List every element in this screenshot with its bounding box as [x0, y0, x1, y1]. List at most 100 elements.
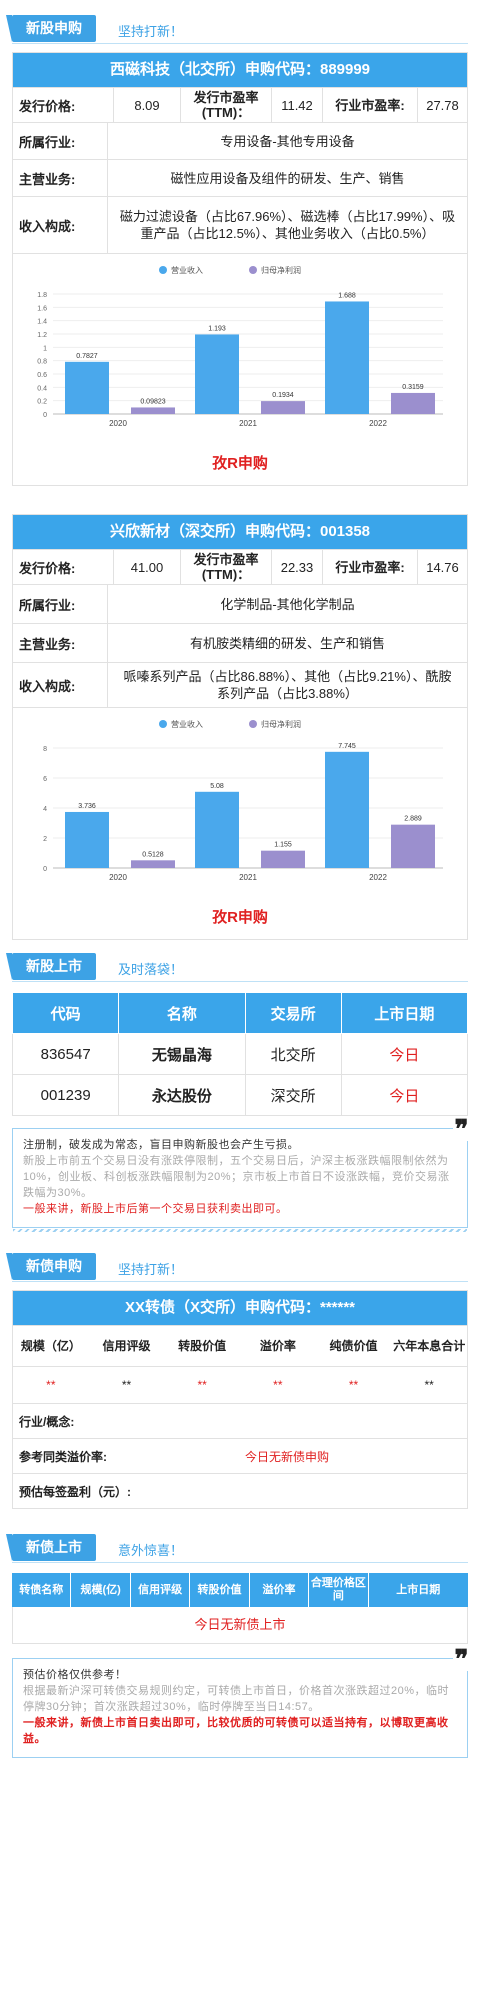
- stock-1-bar-chart: 营业收入 归母净利润 0 0.2 0.4 0.6 0.8 1 1.2 1.4 1.6 1.8 0.782…: [37, 265, 443, 428]
- legend-label: 归母净利润: [261, 265, 301, 275]
- bar-revenue: [65, 811, 109, 868]
- pe-ttm-label: 发行市盈率(TTM)：: [180, 88, 271, 122]
- section-divider: [12, 1562, 468, 1563]
- issue-price-label: 发行价格:: [19, 560, 76, 576]
- newbond-empty-message: 今日无新债上市: [12, 1607, 468, 1644]
- note-line-2: 根据最新沪深可转债交易规则约定，可转债上市首日，价格首次涨跌超过20%，临时停牌…: [23, 1685, 450, 1713]
- bar-net-profit: [131, 407, 175, 414]
- note-stripe: [13, 1229, 467, 1232]
- data-label: 0.3159: [402, 384, 424, 391]
- nb-col-conv-value: 转股价值: [190, 1573, 250, 1607]
- nb-col-scale: 规模(亿): [71, 1573, 131, 1607]
- table-row[interactable]: 001239 永达股份 深交所 今日: [11, 1074, 469, 1116]
- data-label: 1.688: [338, 292, 356, 299]
- revenue-label: 收入构成:: [19, 678, 76, 694]
- y-tick-label: 1.8: [37, 292, 47, 299]
- col-date: 上市日期: [340, 992, 469, 1034]
- stock-2-chart: 营业收入 归母净利润 0 2 4 6 8 3.736 0.5128 2020 5.08 1.155 20…: [13, 707, 467, 898]
- industry-pe-label: 行业市盈率:: [322, 88, 417, 122]
- stock-2-industry-row: 所属行业: 化学制品-其他化学制品: [13, 584, 467, 623]
- revenue-value: 哌嗪系列产品（占比86.88%）、其他（占比9.21%）、酰胺系列产品（占比3.…: [107, 663, 467, 707]
- cell-code: 836547: [11, 1033, 120, 1075]
- cell-exchange: 深交所: [244, 1074, 342, 1116]
- industry-pe-value: 27.78: [417, 88, 467, 122]
- section-divider: [12, 981, 468, 982]
- stock-1-title: 西磁科技（北交所）申购代码：889999: [13, 53, 467, 87]
- note-line-3: 一般来讲，新股上市后第一个交易日获利卖出即可。: [23, 1203, 288, 1215]
- stock-card-1: 西磁科技（北交所）申购代码：889999 发行价格: 8.09 发行市盈率(TT…: [12, 52, 468, 486]
- cell-code: 001239: [11, 1074, 120, 1116]
- revenue-value: 磁力过滤设备（占比67.96%）、磁选棒（占比17.99%）、吸重产品（占比12…: [107, 197, 467, 253]
- nb-col-name: 转债名称: [12, 1573, 72, 1607]
- data-label: 1.155: [274, 842, 292, 849]
- bond-col-scale: 规模（亿）: [20, 1339, 81, 1353]
- listing-section-slogan: 及时落袋！: [118, 962, 184, 977]
- y-tick-label: 0.8: [37, 359, 47, 366]
- bond-premium-value: 今日无新债申购: [244, 1449, 329, 1464]
- industry-pe-value: 14.76: [417, 550, 467, 584]
- col-name: 名称: [118, 992, 246, 1034]
- listing-table-header: 代码 名称 交易所 上市日期: [11, 992, 469, 1034]
- industry-value: 化学制品-其他化学制品: [107, 585, 467, 623]
- industry-pe-label: 行业市盈率:: [322, 550, 417, 584]
- business-label: 主营业务:: [19, 171, 76, 187]
- bond-col-rating: 信用评级: [102, 1339, 151, 1353]
- stock-1-subscribe-button[interactable]: 孜R申购: [212, 455, 268, 472]
- legend-label: 归母净利润: [261, 719, 301, 729]
- note-line-1: 预估价格仅供参考！: [23, 1669, 127, 1681]
- ipo-section-tag: 新股申购: [6, 15, 96, 42]
- data-label: 0.7827: [76, 353, 98, 360]
- legend-marker: [159, 720, 167, 728]
- page: 新股申购 坚持打新！ 西磁科技（北交所）申购代码：889999 发行价格: 8.…: [0, 12, 480, 1758]
- legend-label: 营业收入: [171, 719, 203, 729]
- note-line-2: 新股上市前五个交易日没有涨跌停限制，五个交易日后，沪深主板涨跌幅限制依然为10%…: [23, 1155, 450, 1199]
- issue-price-label: 发行价格:: [19, 98, 76, 114]
- bond-price-note: ❞ 预估价格仅供参考！ 根据最新沪深可转债交易规则约定，可转债上市首日，价格首次…: [12, 1647, 471, 1758]
- business-value: 有机胺类精细的研发、生产和销售: [107, 624, 467, 662]
- stock-2-subscribe-button[interactable]: 孜R申购: [212, 909, 268, 926]
- bond-industry-label: 行业/概念:: [19, 1414, 75, 1429]
- cell-date: 今日: [340, 1033, 469, 1075]
- x-tick-label: 2022: [369, 419, 387, 428]
- bond-industry-row: 行业/概念:: [13, 1403, 467, 1438]
- pe-ttm-value: 11.42: [271, 88, 322, 122]
- business-label: 主营业务:: [19, 636, 76, 652]
- stock-card-2: 兴欣新材（深交所）申购代码：001358 发行价格: 41.00 发行市盈率(T…: [12, 514, 468, 940]
- bond-section-tag: 新债申购: [6, 1253, 96, 1280]
- x-tick-label: 2020: [109, 873, 127, 882]
- bond-val-conv-value: **: [197, 1378, 207, 1392]
- data-label: 3.736: [78, 803, 96, 810]
- y-tick-label: 2: [43, 836, 47, 843]
- stock-1-price-row: 发行价格: 8.09 发行市盈率(TTM)： 11.42 行业市盈率: 27.7…: [13, 87, 467, 122]
- bond-col-six-year: 六年本息合计: [393, 1339, 466, 1353]
- table-row[interactable]: 836547 无锡晶海 北交所 今日: [11, 1033, 469, 1075]
- col-exchange: 交易所: [244, 992, 342, 1034]
- y-tick-label: 1.4: [37, 319, 47, 326]
- bond-val-six-year: **: [424, 1378, 434, 1392]
- ipo-section-header: 新股申购 坚持打新！: [0, 12, 480, 46]
- bond-profit-row: 预估每签盈利（元）:: [13, 1473, 467, 1508]
- y-tick-label: 0: [43, 866, 47, 873]
- stock-2-price-row: 发行价格: 41.00 发行市盈率(TTM)： 22.33 行业市盈率: 14.…: [13, 549, 467, 584]
- cell-name: 无锡晶海: [118, 1033, 246, 1075]
- y-tick-label: 8: [43, 746, 47, 753]
- x-tick-label: 2021: [239, 419, 257, 428]
- data-label: 0.5128: [142, 851, 164, 858]
- bond-header-row: 规模（亿） 信用评级 转股价值 溢价率 纯债价值 六年本息合计: [13, 1325, 467, 1366]
- bar-revenue: [325, 751, 369, 868]
- section-divider: [12, 1281, 468, 1282]
- bond-col-premium: 溢价率: [259, 1339, 296, 1353]
- stock-1-chart: 营业收入 归母净利润 0 0.2 0.4 0.6 0.8 1 1.2 1.4 1.6 1.8 0.782…: [13, 253, 467, 444]
- note-line-1: 注册制，破发成为常态，盲目申购新股也会产生亏损。: [23, 1139, 299, 1151]
- bond-section-slogan: 坚持打新！: [118, 1262, 184, 1277]
- listing-table: 代码 名称 交易所 上市日期 836547 无锡晶海 北交所 今日 001239…: [11, 992, 469, 1116]
- y-tick-label: 0: [43, 412, 47, 419]
- listing-section-tag: 新股上市: [6, 953, 96, 980]
- stock-1-industry-row: 所属行业: 专用设备-其他专用设备: [13, 122, 467, 159]
- quote-mark-icon: ❞: [452, 1645, 471, 1675]
- bar-net-profit: [261, 401, 305, 414]
- bar-net-profit: [391, 392, 435, 414]
- industry-label: 所属行业:: [19, 134, 76, 150]
- bond-profit-label: 预估每签盈利（元）:: [19, 1484, 131, 1499]
- bond-val-scale: **: [46, 1378, 56, 1392]
